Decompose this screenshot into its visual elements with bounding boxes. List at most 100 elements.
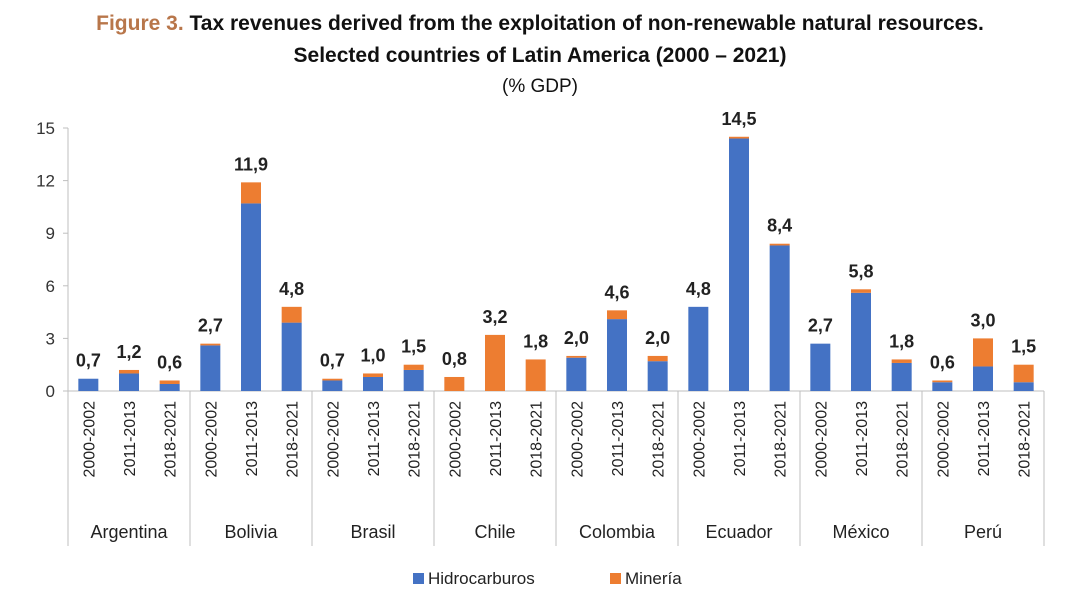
bar-mineria xyxy=(200,343,221,346)
y-tick-label: 9 xyxy=(46,224,55,243)
bar-hidrocarburos xyxy=(566,357,587,391)
bar-hidrocarburos xyxy=(159,383,180,391)
data-label: 2,0 xyxy=(564,328,589,348)
data-label: 0,8 xyxy=(442,349,467,369)
figure-label: Figure 3. xyxy=(96,12,184,35)
group-label: Ecuador xyxy=(705,522,772,542)
bar-hidrocarburos xyxy=(688,306,709,391)
bar-mineria xyxy=(891,359,912,363)
bar-mineria xyxy=(769,243,790,246)
data-label: 1,0 xyxy=(360,345,385,365)
data-label: 8,4 xyxy=(767,216,792,236)
data-label: 3,0 xyxy=(970,310,995,330)
period-label: 2000-2002 xyxy=(325,401,342,478)
bar-hidrocarburos xyxy=(932,382,953,391)
group-label: Colombia xyxy=(579,522,656,542)
period-label: 2000-2002 xyxy=(203,401,220,478)
bar-hidrocarburos xyxy=(403,369,424,391)
period-label: 2011-2013 xyxy=(244,401,261,476)
period-label: 2000-2002 xyxy=(81,401,98,478)
bar-mineria xyxy=(281,306,302,323)
bar-mineria xyxy=(485,334,505,391)
legend-swatch-hidrocarburos xyxy=(413,573,424,584)
bar-hidrocarburos xyxy=(241,203,261,391)
data-label: 2,0 xyxy=(645,328,670,348)
period-label: 2011-2013 xyxy=(366,401,383,476)
period-label: 2018-2021 xyxy=(285,401,302,478)
period-label: 2018-2021 xyxy=(529,401,546,478)
data-label: 1,8 xyxy=(889,331,914,351)
legend-swatch-mineria xyxy=(610,573,621,584)
period-label: 2011-2013 xyxy=(976,401,993,476)
bar-hidrocarburos xyxy=(322,380,343,391)
data-label: 5,8 xyxy=(848,261,873,281)
bar-hidrocarburos xyxy=(1013,382,1034,391)
bar-mineria xyxy=(444,376,465,391)
data-label: 11,9 xyxy=(234,154,268,174)
bar-hidrocarburos xyxy=(647,361,668,391)
data-label: 4,8 xyxy=(686,279,711,299)
bar-hidrocarburos xyxy=(769,245,790,391)
data-label: 2,7 xyxy=(198,316,223,336)
bar-mineria xyxy=(363,373,383,377)
data-label: 3,2 xyxy=(482,307,507,327)
data-label: 0,7 xyxy=(76,351,101,371)
bar-mineria xyxy=(932,380,953,383)
period-label: 2018-2021 xyxy=(163,401,180,478)
bar-hidrocarburos xyxy=(729,138,749,391)
period-label: 2011-2013 xyxy=(488,401,505,476)
data-label: 4,8 xyxy=(279,279,304,299)
group-label: Perú xyxy=(964,522,1002,542)
period-label: 2018-2021 xyxy=(407,401,424,478)
legend-label-hidrocarburos: Hidrocarburos xyxy=(428,569,535,588)
period-label: 2011-2013 xyxy=(610,401,627,476)
data-label: 4,6 xyxy=(604,282,629,302)
group-label: Brasil xyxy=(350,522,395,542)
bar-hidrocarburos xyxy=(78,378,99,391)
data-label: 1,5 xyxy=(401,337,426,357)
period-label: 2011-2013 xyxy=(854,401,871,476)
chart-subtitle: (% GDP) xyxy=(502,76,578,97)
bar-mineria xyxy=(525,359,546,391)
period-label: 2000-2002 xyxy=(447,401,464,478)
bar-mineria xyxy=(119,369,139,374)
chart-title: Figure 3. Tax revenues derived from the … xyxy=(0,12,1080,36)
period-label: 2000-2002 xyxy=(935,401,952,478)
period-label: 2011-2013 xyxy=(732,401,749,476)
group-label: Argentina xyxy=(90,522,168,542)
bar-hidrocarburos xyxy=(363,376,383,391)
bar-hidrocarburos xyxy=(810,343,831,391)
group-label: Bolivia xyxy=(224,522,278,542)
y-tick-label: 0 xyxy=(46,382,55,401)
data-label: 14,5 xyxy=(721,109,756,129)
title-line-1: Tax revenues derived from the exploitati… xyxy=(189,12,984,35)
period-label: 2000-2002 xyxy=(691,401,708,478)
bar-hidrocarburos xyxy=(200,345,221,391)
data-label: 1,2 xyxy=(116,342,141,362)
bar-hidrocarburos xyxy=(891,362,912,391)
bar-hidrocarburos xyxy=(607,319,627,391)
bar-mineria xyxy=(403,364,424,370)
bar-mineria xyxy=(322,378,343,381)
data-label: 2,7 xyxy=(808,316,833,336)
period-label: 2018-2021 xyxy=(651,401,668,478)
bar-mineria xyxy=(241,182,261,204)
group-label: México xyxy=(832,522,889,542)
y-tick-label: 3 xyxy=(46,329,55,348)
data-label: 0,6 xyxy=(930,352,955,372)
bar-hidrocarburos xyxy=(851,292,871,391)
y-tick-label: 6 xyxy=(46,277,55,296)
period-label: 2011-2013 xyxy=(122,401,139,476)
period-label: 2000-2002 xyxy=(569,401,586,478)
bar-mineria xyxy=(1013,364,1034,383)
bar-mineria xyxy=(159,380,180,384)
bar-mineria xyxy=(566,355,587,358)
bar-mineria xyxy=(973,338,993,367)
bar-hidrocarburos xyxy=(281,322,302,391)
y-tick-label: 12 xyxy=(36,172,55,191)
bar-hidrocarburos xyxy=(119,373,139,391)
bar-hidrocarburos xyxy=(973,366,993,391)
data-label: 1,8 xyxy=(523,331,548,351)
bar-mineria xyxy=(647,355,668,362)
period-label: 2000-2002 xyxy=(813,401,830,478)
